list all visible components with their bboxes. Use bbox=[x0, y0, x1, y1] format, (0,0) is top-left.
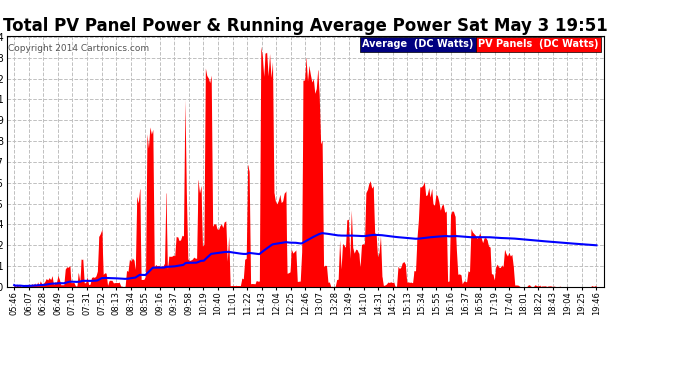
Title: Total PV Panel Power & Running Average Power Sat May 3 19:51: Total PV Panel Power & Running Average P… bbox=[3, 18, 608, 36]
Text: PV Panels  (DC Watts): PV Panels (DC Watts) bbox=[478, 39, 599, 50]
Text: Average  (DC Watts): Average (DC Watts) bbox=[362, 39, 473, 50]
Text: Copyright 2014 Cartronics.com: Copyright 2014 Cartronics.com bbox=[8, 44, 150, 52]
